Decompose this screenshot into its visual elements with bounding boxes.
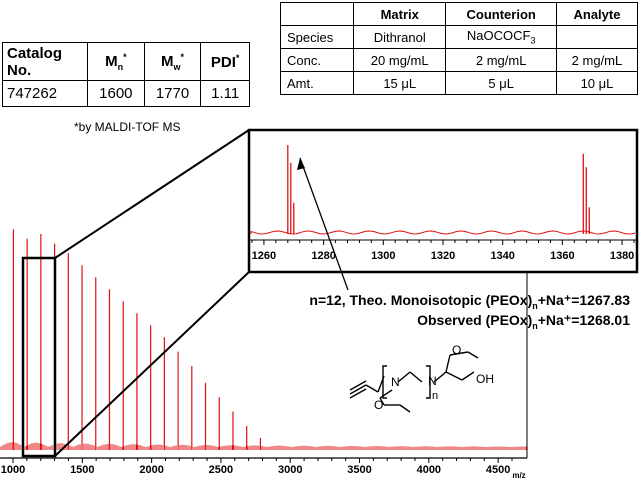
acyl-bond-2 <box>379 397 385 406</box>
mw-header: Mw* <box>143 42 202 81</box>
inset-tick-label: 1320 <box>431 250 455 262</box>
cond-cell: 2 mg/mL <box>555 48 639 72</box>
annotation-arrowhead <box>297 158 305 170</box>
cond-row-label: Conc. <box>280 48 354 72</box>
mw-value: 1770 <box>143 80 202 107</box>
x-tick-label: 3500 <box>347 464 371 476</box>
structure-n-left: N <box>391 375 400 389</box>
cond-cell: 10 μL <box>555 71 639 95</box>
inset-baseline <box>250 230 636 235</box>
inset-x-axis: 1260 1280 1300 1320 1340 1360 1380 <box>249 239 637 262</box>
x-tick-label: 2500 <box>209 464 233 476</box>
zoom-box <box>21 256 57 458</box>
x-tick-label: 3000 <box>278 464 302 476</box>
acyl-bond-4 <box>399 404 411 413</box>
inset-tick-label: 1360 <box>550 250 574 262</box>
cond-cell: 20 mg/mL <box>352 48 447 72</box>
catalog-table: Catalog No. Mn* Mw* PDI* 747262 1600 177… <box>2 42 250 107</box>
cond-header-matrix: Matrix <box>352 2 447 26</box>
zoom-connector-top <box>54 129 250 259</box>
structure-repeat-n: n <box>432 390 439 402</box>
inset-spectrum: 1260 1280 1300 1320 1340 1360 1380 <box>247 128 639 274</box>
hydroxyethyl-bond-1 <box>445 371 463 381</box>
ethyl-bond-2 <box>467 351 479 359</box>
alkyne-bond-2 <box>349 380 367 391</box>
hydroxyethyl-bond-2 <box>461 371 475 381</box>
catalog-footnote: *by MALDI-TOF MS <box>74 120 181 134</box>
main-spectrum: 1000 1500 2000 2500 3000 3500 4000 4500 m/z <box>0 229 528 480</box>
structure-o-top: O <box>452 343 462 357</box>
repeat-bracket-right <box>426 365 431 399</box>
inset-tick-label: 1260 <box>252 250 276 262</box>
inset-tick-label: 1300 <box>371 250 395 262</box>
propargyl-bond <box>365 384 379 393</box>
inset-tick-label: 1280 <box>311 250 335 262</box>
inset-tick-label: 1380 <box>610 250 634 262</box>
x-tick-label: 2000 <box>139 464 163 476</box>
structure-oh: OH <box>476 372 494 386</box>
mn-value: 1600 <box>87 80 145 107</box>
acyl-bond-1 <box>379 389 393 399</box>
alkyne-bond-1 <box>349 384 367 395</box>
zoom-connector-bottom <box>54 271 250 457</box>
alkyne-bond-3 <box>349 388 367 399</box>
cond-row-label: Species <box>280 25 354 49</box>
annotation-arrow <box>299 157 349 291</box>
cond-cell: 5 μL <box>445 71 557 95</box>
main-x-axis: 1000 1500 2000 2500 3000 3500 4000 4500 m/z <box>0 250 528 480</box>
x-tick-label: 1500 <box>70 464 94 476</box>
x-axis-label: m/z <box>512 471 525 480</box>
x-tick-label: 1000 <box>1 464 25 476</box>
catalog-header: Catalog No. <box>2 42 88 81</box>
cond-cell <box>555 25 639 49</box>
peox-structure <box>349 351 479 413</box>
inset-frame <box>247 128 639 274</box>
ethyl-bond-1 <box>449 351 469 356</box>
cond-cell: Dithranol <box>352 25 447 49</box>
inset-tick-label: 1340 <box>490 250 514 262</box>
repeat-bracket-left <box>382 365 387 399</box>
structure-n-right: N <box>428 374 437 388</box>
carbonyl-c-bond <box>445 354 451 373</box>
main-peaks <box>12 229 262 450</box>
baseline-noise <box>0 442 527 450</box>
pdi-value: 1.11 <box>200 80 250 107</box>
chain-bond-2 <box>409 371 423 383</box>
n-right-bond <box>433 371 447 383</box>
chain-bond-1 <box>397 371 411 383</box>
structure-o-bottom: O <box>374 398 384 412</box>
annotation-theoretical: n=12, Theo. Monoisotopic (PEOx)n+Na⁺=126… <box>309 292 630 311</box>
catalog-number: 747262 <box>2 80 88 107</box>
mn-header: Mn* <box>87 42 145 81</box>
conditions-table: Matrix Counterion Analyte Species Dithra… <box>280 2 639 95</box>
main-baseline-noise <box>0 442 527 450</box>
cond-cell: 15 μL <box>352 71 447 95</box>
inset-peaks <box>250 145 636 235</box>
x-tick-label: 4000 <box>417 464 441 476</box>
x-tick-label: 4500 <box>486 464 510 476</box>
annotation-observed: Observed (PEOx)n+Na⁺=1268.01 <box>417 312 630 331</box>
